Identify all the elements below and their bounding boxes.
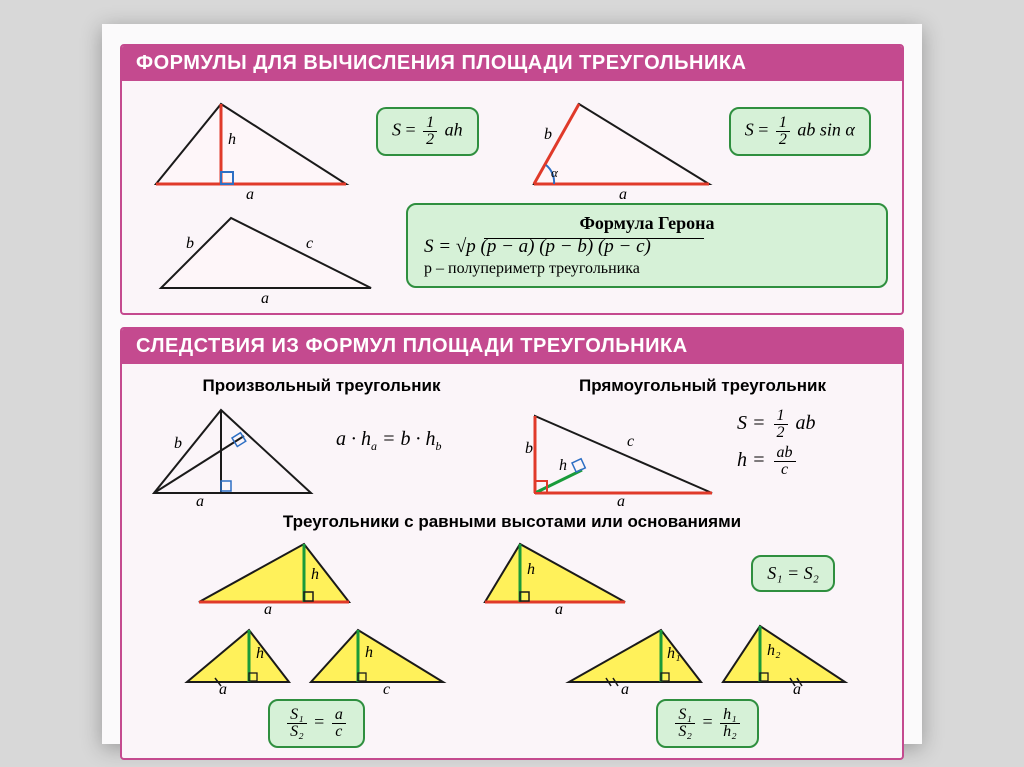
panel1-body: h a S = 12 ah — [122, 81, 902, 313]
heron-box: Формула Герона S = √p (p − a) (p − b) (p… — [406, 203, 888, 288]
formula-box-ah: S = 12 ah — [376, 107, 509, 156]
diagram-ratio-a1: h a — [179, 620, 299, 695]
svg-text:b: b — [186, 235, 194, 252]
svg-text:h: h — [527, 561, 535, 578]
svg-text:b: b — [174, 435, 182, 452]
diagram-ratio-h1: h₁ a — [561, 620, 711, 695]
svg-text:a: a — [264, 601, 272, 614]
svg-text:h: h — [559, 457, 567, 474]
svg-text:h: h — [311, 566, 319, 583]
svg-text:c: c — [627, 433, 634, 450]
panel2-body: Произвольный треугольник b a — [122, 364, 902, 758]
diagram-absin: α b a — [519, 89, 719, 199]
diagram-ratio-h2: h₂ a — [715, 620, 855, 695]
arb-formula: a · ha = b · hb — [336, 428, 442, 454]
eq-box-s1s2: S₁ = S₂ — [751, 555, 835, 592]
svg-text:α: α — [551, 165, 559, 180]
svg-text:c: c — [383, 681, 390, 695]
svg-text:a: a — [246, 186, 254, 199]
svg-text:a: a — [617, 493, 625, 508]
diagram-base-height: h a — [136, 89, 366, 199]
svg-text:a: a — [619, 186, 627, 199]
svg-text:h: h — [365, 644, 373, 661]
sub-arbitrary: Произвольный треугольник — [136, 376, 507, 396]
panel1-title: ФОРМУЛЫ ДЛЯ ВЫЧИСЛЕНИЯ ПЛОЩАДИ ТРЕУГОЛЬН… — [122, 46, 902, 81]
svg-text:c: c — [306, 235, 313, 252]
svg-text:a: a — [219, 681, 227, 695]
f1-S: S — [392, 119, 401, 139]
panel-consequences: СЛЕДСТВИЯ ИЗ ФОРМУЛ ПЛОЩАДИ ТРЕУГОЛЬНИКА… — [120, 327, 904, 760]
svg-text:h₁: h₁ — [667, 645, 681, 662]
svg-text:b: b — [544, 126, 552, 143]
panel2-title: СЛЕДСТВИЯ ИЗ ФОРМУЛ ПЛОЩАДИ ТРЕУГОЛЬНИКА — [122, 329, 902, 364]
diagram-eq-h-1: h a — [189, 534, 359, 614]
panel-formulas: ФОРМУЛЫ ДЛЯ ВЫЧИСЛЕНИЯ ПЛОЩАДИ ТРЕУГОЛЬН… — [120, 44, 904, 315]
heron-title: Формула Герона — [424, 213, 870, 234]
svg-text:b: b — [525, 440, 533, 457]
svg-text:a: a — [261, 290, 269, 303]
eq-box-ratio-h: S₁S₂ = h₁h₂ — [656, 699, 758, 748]
svg-text:h: h — [256, 645, 264, 662]
diagram-eq-h-2: h a — [475, 534, 635, 614]
diagram-heron-triangle: b c a — [136, 203, 396, 303]
right-formulas: S = 12 ab h = abc — [737, 408, 816, 478]
svg-text:a: a — [621, 681, 629, 695]
formula-box-absin: S = 12 ab sin α — [729, 107, 888, 156]
sub-right: Прямоугольный треугольник — [517, 376, 888, 396]
svg-text:h₂: h₂ — [767, 642, 781, 659]
diagram-arbitrary: b a — [136, 398, 326, 508]
diagram-right-triangle: b h c a — [517, 398, 727, 508]
heron-note: p – полупериметр треугольника — [424, 260, 870, 278]
diagram-ratio-a2: h c — [303, 620, 453, 695]
svg-text:a: a — [555, 601, 563, 614]
svg-text:a: a — [196, 493, 204, 508]
svg-text:a: a — [793, 681, 801, 695]
page: ФОРМУЛЫ ДЛЯ ВЫЧИСЛЕНИЯ ПЛОЩАДИ ТРЕУГОЛЬН… — [102, 24, 922, 744]
sub-equal: Треугольники с равными высотами или осно… — [136, 512, 888, 532]
svg-text:h: h — [228, 131, 236, 148]
eq-box-ratio-ac: S₁S₂ = ac — [268, 699, 365, 748]
heron-formula: S = √p (p − a) (p − b) (p − c) — [424, 236, 651, 257]
